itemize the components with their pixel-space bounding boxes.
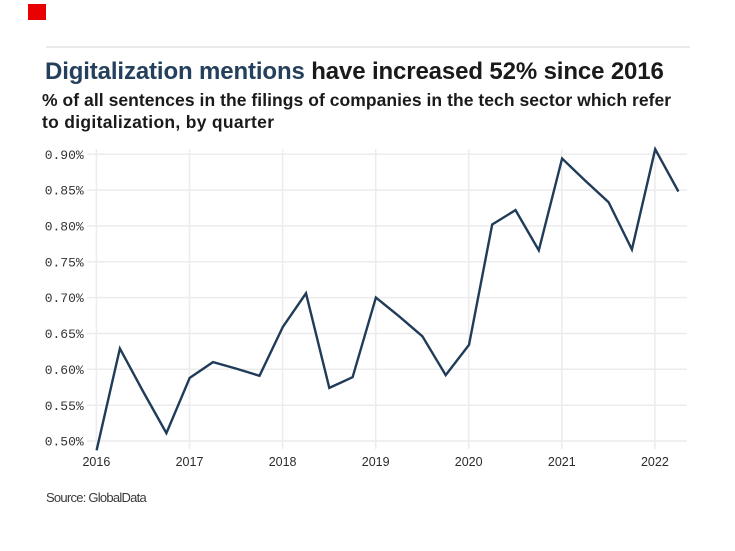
svg-text:2020: 2020 <box>455 455 483 469</box>
svg-text:2019: 2019 <box>362 455 390 469</box>
svg-text:0.60%: 0.60% <box>45 363 84 378</box>
svg-text:0.55%: 0.55% <box>45 399 84 414</box>
svg-text:0.70%: 0.70% <box>45 291 84 306</box>
svg-text:0.65%: 0.65% <box>45 327 84 342</box>
svg-text:0.85%: 0.85% <box>45 184 84 199</box>
svg-text:0.80%: 0.80% <box>45 220 84 235</box>
svg-text:2016: 2016 <box>82 455 110 469</box>
svg-text:0.90%: 0.90% <box>45 148 84 163</box>
svg-text:2017: 2017 <box>176 455 204 469</box>
svg-text:2021: 2021 <box>548 455 576 469</box>
svg-text:2018: 2018 <box>269 455 297 469</box>
svg-text:0.75%: 0.75% <box>45 255 84 270</box>
svg-text:2022: 2022 <box>641 455 669 469</box>
svg-text:0.50%: 0.50% <box>45 435 84 450</box>
